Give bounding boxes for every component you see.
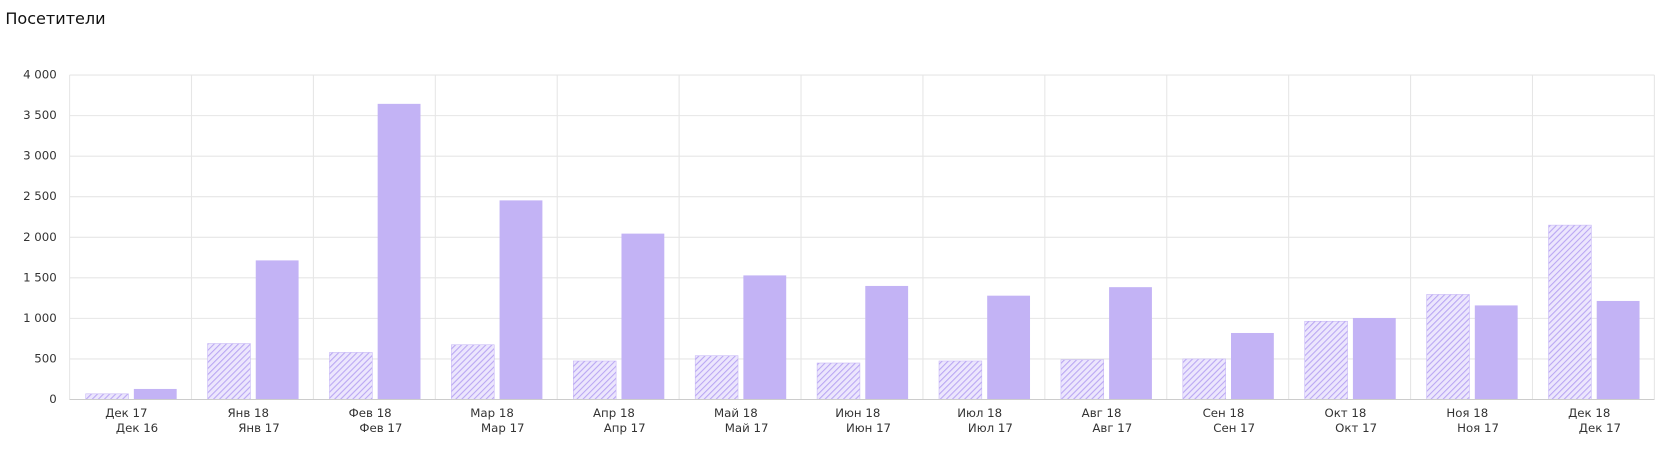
bar <box>1352 317 1396 400</box>
y-tick-label: 1 500 <box>23 270 57 284</box>
x-tick-label-secondary: Июл 17 <box>968 421 1013 435</box>
bar <box>694 355 739 400</box>
x-tick-label: Янв 18 <box>228 406 270 420</box>
bar <box>743 275 787 400</box>
bar <box>1596 300 1640 400</box>
bar <box>1304 320 1348 400</box>
x-tick-label: Сен 18 <box>1203 406 1245 420</box>
bar <box>1426 294 1470 400</box>
bar <box>499 200 543 400</box>
y-tick-label: 1 000 <box>23 311 57 325</box>
x-tick-label-secondary: Апр 17 <box>604 421 646 435</box>
bar <box>207 343 251 400</box>
y-tick-label: 2 500 <box>23 189 57 203</box>
x-tick-label-secondary: Фев 17 <box>359 421 402 435</box>
bar <box>938 360 983 400</box>
bar <box>987 295 1031 400</box>
x-tick-label: Дек 18 <box>1568 406 1610 420</box>
bar <box>377 103 421 400</box>
y-tick-label: 500 <box>34 351 56 365</box>
x-tick-label: Июл 18 <box>957 406 1002 420</box>
x-tick-label-secondary: Авг 17 <box>1092 421 1132 435</box>
x-tick-label: Мар 18 <box>470 406 514 420</box>
bar <box>1230 332 1274 400</box>
x-tick-label-secondary: Мар 17 <box>481 421 525 435</box>
y-tick-label: 0 <box>49 392 57 406</box>
x-tick-label-secondary: Ноя 17 <box>1457 421 1499 435</box>
y-tick-label: 3 500 <box>23 108 57 122</box>
bar <box>85 393 129 400</box>
bar <box>1474 305 1518 400</box>
bar <box>451 344 495 400</box>
chart-title: Посетители <box>5 9 105 28</box>
x-tick-label-secondary: Дек 17 <box>1579 421 1621 435</box>
y-tick-label: 2 000 <box>23 230 57 244</box>
x-tick-label: Ноя 18 <box>1446 406 1488 420</box>
x-tick-label: Май 18 <box>714 406 758 420</box>
bar <box>1548 224 1592 400</box>
x-tick-label: Окт 18 <box>1324 406 1366 420</box>
x-tick-label-secondary: Янв 17 <box>238 421 280 435</box>
x-tick-label: Дек 17 <box>105 406 147 420</box>
x-tick-label-secondary: Сен 17 <box>1213 421 1255 435</box>
bar <box>816 362 861 400</box>
x-tick-label: Авг 18 <box>1082 406 1122 420</box>
bar <box>133 388 177 400</box>
bar <box>573 360 617 400</box>
bar <box>1060 359 1105 400</box>
y-tick-label: 3 000 <box>23 149 57 163</box>
x-tick-label: Июн 18 <box>835 406 880 420</box>
bar <box>1182 358 1226 400</box>
bar <box>255 260 299 400</box>
bar <box>865 285 909 400</box>
bar <box>329 352 373 400</box>
x-tick-label-secondary: Май 17 <box>725 421 769 435</box>
y-tick-label: 4 000 <box>23 68 57 82</box>
bar <box>1109 287 1152 400</box>
x-tick-label: Апр 18 <box>593 406 635 420</box>
x-tick-label-secondary: Июн 17 <box>846 421 891 435</box>
bar <box>621 233 665 400</box>
x-tick-label: Фев 18 <box>349 406 392 420</box>
x-tick-label-secondary: Дек 16 <box>116 421 158 435</box>
x-tick-label-secondary: Окт 17 <box>1335 421 1377 435</box>
